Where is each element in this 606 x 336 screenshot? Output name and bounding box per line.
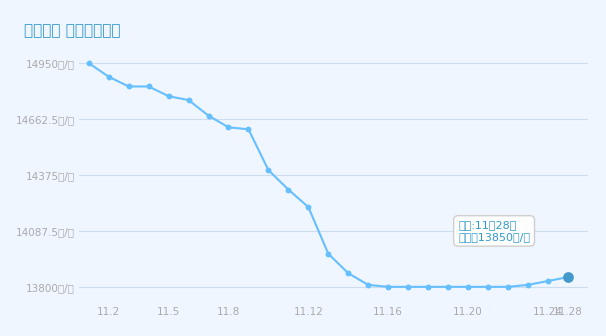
Point bbox=[104, 74, 113, 79]
Point bbox=[443, 284, 453, 290]
Text: 时间:11月28日
价格：13850元/吨: 时间:11月28日 价格：13850元/吨 bbox=[458, 220, 530, 242]
Point bbox=[563, 275, 573, 280]
Point bbox=[204, 113, 213, 118]
Point bbox=[164, 93, 173, 99]
Point bbox=[563, 275, 573, 280]
Point bbox=[344, 270, 353, 276]
Point bbox=[304, 204, 313, 210]
Point bbox=[124, 84, 133, 89]
Point bbox=[364, 282, 373, 288]
Point bbox=[483, 284, 493, 290]
Point bbox=[523, 282, 533, 288]
Point bbox=[423, 284, 433, 290]
Point bbox=[324, 251, 333, 256]
Point bbox=[404, 284, 413, 290]
Point bbox=[503, 284, 513, 290]
Point bbox=[264, 167, 273, 173]
Text: 粘胶短纤 近期行情均价: 粘胶短纤 近期行情均价 bbox=[24, 24, 121, 39]
Point bbox=[244, 127, 253, 132]
Point bbox=[284, 187, 293, 192]
Point bbox=[384, 284, 393, 290]
Point bbox=[184, 97, 193, 103]
Point bbox=[144, 84, 153, 89]
Point bbox=[224, 125, 233, 130]
Point bbox=[463, 284, 473, 290]
Point bbox=[84, 60, 93, 66]
Point bbox=[543, 278, 553, 284]
